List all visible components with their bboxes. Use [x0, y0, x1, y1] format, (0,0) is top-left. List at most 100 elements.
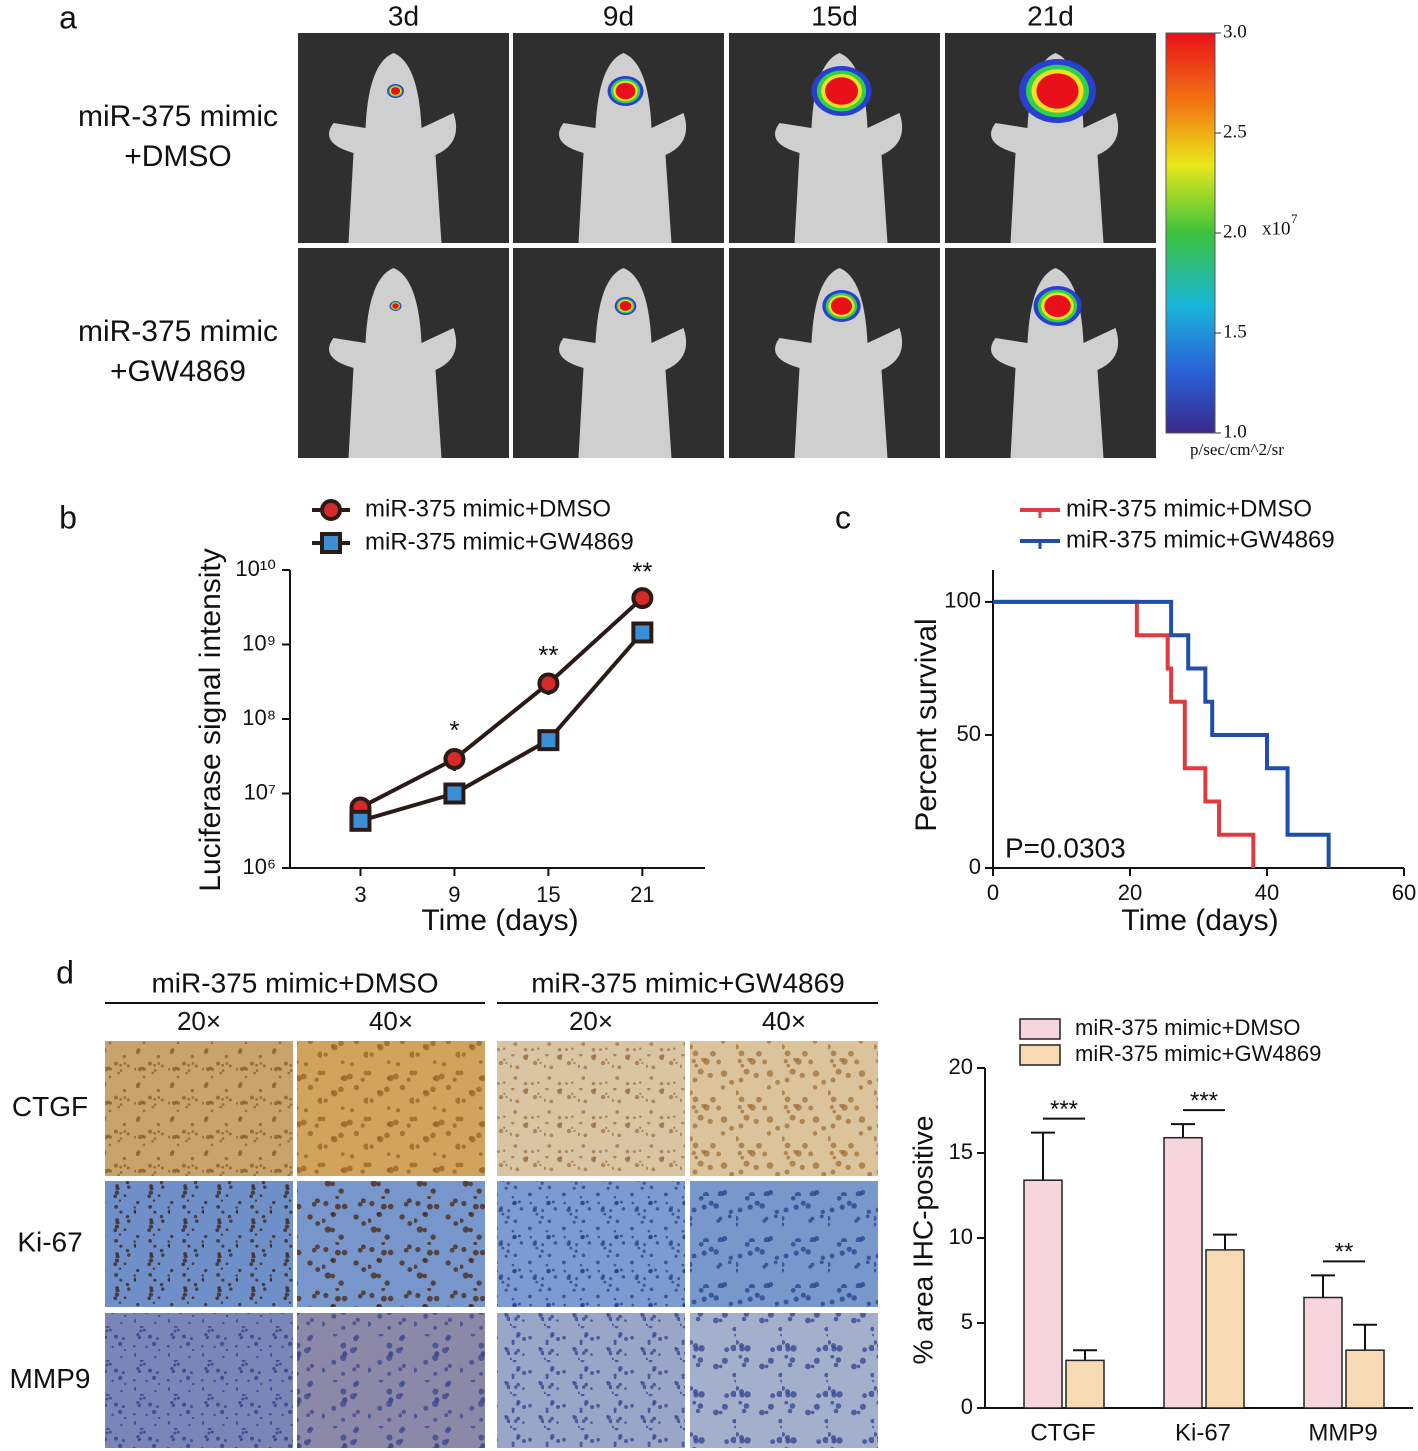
- colorbar-tick-label: 2.0: [1223, 221, 1247, 242]
- signal-spot: [1036, 73, 1079, 109]
- bar: [1205, 1249, 1245, 1409]
- axes: [992, 570, 1404, 869]
- bioluminescence-image: [729, 33, 940, 243]
- magnification: 20×: [177, 1006, 221, 1036]
- significance: ***: [1050, 1096, 1078, 1123]
- row-label: +DMSO: [124, 140, 232, 173]
- bioluminescence-image: [945, 248, 1156, 458]
- legend-label: miR-375 mimic+DMSO: [365, 495, 611, 522]
- magnification: 40×: [762, 1006, 806, 1036]
- y-tick-label: 10⁷: [244, 779, 276, 804]
- bar: [1065, 1359, 1105, 1409]
- point: [631, 587, 654, 610]
- point: [443, 782, 466, 805]
- ihc-image: [105, 1313, 293, 1448]
- y-axis-label: Percent survival: [910, 618, 943, 831]
- x-tick-label: 20: [1118, 880, 1142, 905]
- ihc-image: [105, 1181, 293, 1307]
- legend-label: miR-375 mimic+GW4869: [1075, 1041, 1321, 1066]
- point: [537, 672, 560, 695]
- colorbar-tick-label: 3.0: [1223, 21, 1247, 42]
- bioluminescence-image: [945, 33, 1156, 243]
- annotation: P=0.0303: [1005, 832, 1126, 863]
- significance: ***: [1190, 1087, 1218, 1114]
- ihc-image: [497, 1181, 685, 1307]
- ihc-image: [297, 1181, 485, 1307]
- colorbar-tick-label: 1.5: [1223, 321, 1247, 342]
- ihc-image: [297, 1041, 485, 1176]
- row-label: miR-375 mimic: [78, 100, 278, 133]
- ihc-image: [497, 1041, 685, 1176]
- legend-label: miR-375 mimic+GW4869: [1066, 526, 1335, 553]
- series-line: [359, 596, 644, 810]
- bar: [1023, 1179, 1063, 1409]
- point: [320, 499, 342, 521]
- significance: **: [538, 640, 558, 670]
- group-header: miR-375 mimic+GW4869: [531, 967, 845, 998]
- x-tick-label: 21: [630, 882, 654, 907]
- x-axis-label: Time (days): [1121, 904, 1278, 937]
- row-label: miR-375 mimic: [78, 315, 278, 348]
- signal-spot: [830, 297, 853, 315]
- point: [537, 729, 560, 752]
- row-label: MMP9: [10, 1363, 91, 1394]
- ihc-image: [690, 1041, 878, 1176]
- y-tick-label: 0: [969, 854, 981, 879]
- mouse-body: [991, 268, 1119, 458]
- column-header: 15d: [811, 0, 858, 31]
- significance: **: [1335, 1239, 1354, 1266]
- row-label: CTGF: [12, 1091, 88, 1122]
- y-tick-label: 0: [961, 1394, 973, 1419]
- x-tick-label: CTGF: [1030, 1419, 1095, 1446]
- mouse-body: [329, 268, 457, 458]
- legend-label: miR-375 mimic+DMSO: [1075, 1015, 1301, 1040]
- x-tick-label: MMP9: [1308, 1419, 1377, 1446]
- legend-label: miR-375 mimic+DMSO: [1066, 495, 1312, 522]
- significance: *: [449, 715, 459, 745]
- signal-spot: [392, 303, 399, 309]
- mouse-body: [775, 53, 903, 243]
- x-tick-label: Ki-67: [1175, 1419, 1231, 1446]
- panel-label: b: [59, 499, 77, 535]
- ihc-image: [497, 1313, 685, 1448]
- panel-label: d: [56, 954, 74, 990]
- bioluminescence-image: [298, 33, 509, 243]
- magnification: 40×: [369, 1006, 413, 1036]
- colorbar-exponent: 7: [1291, 211, 1298, 226]
- x-tick-label: 40: [1255, 880, 1279, 905]
- mouse-body: [775, 268, 903, 458]
- point: [443, 748, 466, 771]
- survival-curve: [993, 599, 1331, 868]
- signal-spot: [825, 77, 858, 105]
- mouse-body: [991, 53, 1119, 243]
- mouse-body: [559, 268, 687, 458]
- y-tick-label: 5: [961, 1309, 973, 1334]
- bioluminescence-image: [513, 248, 724, 458]
- legend-label: miR-375 mimic+GW4869: [365, 528, 634, 555]
- bioluminescence-image: [513, 33, 724, 243]
- x-axis-label: Time (days): [421, 904, 578, 937]
- ihc-image: [105, 1041, 293, 1176]
- ihc-image: [690, 1181, 878, 1307]
- point: [320, 532, 342, 554]
- bar: [1303, 1296, 1343, 1409]
- mouse-body: [329, 53, 457, 243]
- y-tick-label: 10¹⁰: [235, 556, 276, 581]
- y-tick-label: 10⁸: [242, 705, 276, 730]
- y-tick-label: 10: [949, 1224, 973, 1249]
- row-label: Ki-67: [17, 1226, 82, 1257]
- series-line: [359, 631, 644, 823]
- y-tick-label: 10⁶: [242, 854, 276, 879]
- legend-swatch: [1019, 1018, 1061, 1040]
- mouse-body: [559, 53, 687, 243]
- survival-curve: [993, 599, 1256, 868]
- column-header: 3d: [388, 0, 419, 31]
- y-tick-label: 100: [944, 588, 981, 613]
- point: [631, 621, 654, 644]
- magnification: 20×: [569, 1006, 613, 1036]
- group-header: miR-375 mimic+DMSO: [151, 967, 438, 998]
- bioluminescence-image: [729, 248, 940, 458]
- row-label: +GW4869: [110, 355, 246, 388]
- x-tick-label: 60: [1392, 880, 1416, 905]
